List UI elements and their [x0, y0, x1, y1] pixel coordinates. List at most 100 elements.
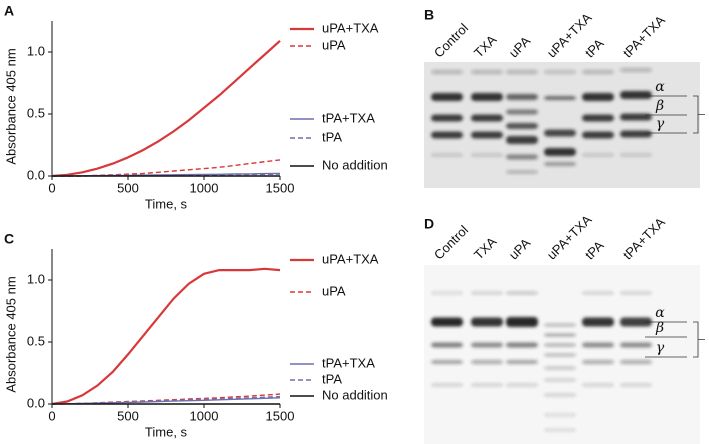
gel-band — [431, 342, 463, 348]
gel-band — [620, 342, 652, 348]
data-line — [52, 159, 281, 177]
gel-band — [431, 153, 463, 157]
gel-band — [582, 93, 614, 101]
panel-letter: D — [424, 216, 434, 232]
gel-band — [544, 70, 576, 74]
gel-band — [471, 317, 503, 327]
gel-band — [431, 114, 463, 122]
gel-band — [620, 68, 652, 72]
gel-band — [506, 170, 538, 174]
gel-band — [620, 113, 652, 121]
x-tick-label: 0 — [48, 180, 55, 195]
x-tick-label: 1500 — [266, 180, 295, 195]
x-tick-label: 1000 — [190, 180, 219, 195]
gel-band — [506, 94, 538, 100]
gel-band — [544, 343, 576, 347]
x-axis-label: Time, s — [145, 424, 188, 439]
legend-label: uPA — [322, 37, 346, 52]
legend-label: uPA+TXA — [322, 251, 379, 266]
legend-label: uPA — [322, 283, 346, 298]
gel-band — [506, 70, 538, 74]
gel-band — [471, 70, 503, 74]
gel-band — [544, 96, 576, 100]
gel-bands — [431, 291, 652, 432]
gel-band — [620, 91, 652, 99]
gel-band — [620, 317, 652, 327]
gel-band — [544, 129, 576, 137]
y-tick-label: 1.0 — [27, 271, 45, 286]
band-label: α — [655, 305, 665, 321]
y-tick-label: 0.0 — [27, 167, 45, 182]
gel-band — [544, 428, 576, 432]
gel-band — [471, 93, 503, 101]
gel-band — [471, 383, 503, 387]
gel-band — [506, 317, 538, 327]
lane-label: TXA — [471, 32, 500, 61]
gel-band — [582, 131, 614, 139]
x-tick-label: 0 — [48, 408, 55, 423]
gel-band — [506, 291, 538, 295]
gel-band — [506, 383, 538, 387]
gel-band — [582, 342, 614, 348]
lane-label: Control — [431, 222, 471, 262]
gel-band — [471, 291, 503, 295]
legend-label: No addition — [322, 157, 388, 172]
band-bracket — [693, 321, 705, 358]
lane-label: tPA — [582, 36, 607, 61]
gel-band — [620, 360, 652, 364]
legend-label: No addition — [322, 387, 388, 402]
gel-band — [506, 109, 538, 115]
gel-band — [431, 70, 463, 74]
y-axis-label: Absorbance 405 nm — [3, 48, 18, 164]
x-tick-label: 1500 — [266, 408, 295, 423]
gel-band — [471, 114, 503, 122]
gel-band — [471, 360, 503, 364]
band-label: γ — [656, 340, 665, 356]
gel-image — [424, 62, 700, 188]
band-label: β — [655, 98, 664, 114]
gel-band — [544, 378, 576, 382]
gel-band — [582, 360, 614, 364]
x-tick-label: 1000 — [190, 408, 219, 423]
gel-band — [544, 333, 576, 337]
legend-label: tPA+TXA — [322, 355, 375, 370]
gel-band — [582, 291, 614, 295]
gel-band — [620, 130, 652, 138]
data-line — [52, 173, 281, 177]
gel-band — [506, 342, 538, 348]
panel-letter: A — [4, 3, 14, 19]
gel-bands — [431, 68, 652, 174]
gel-band — [506, 154, 538, 160]
legend-label: tPA — [322, 371, 342, 386]
gel-band — [471, 131, 503, 139]
gel-band — [544, 393, 576, 397]
gel-band — [431, 93, 463, 101]
gel-band — [620, 291, 652, 295]
band-label: β — [655, 320, 664, 336]
legend-label: tPA+TXA — [322, 110, 375, 125]
gel-band — [471, 342, 503, 348]
band-label: α — [655, 79, 665, 95]
gel-band — [544, 162, 576, 166]
gel-band — [544, 353, 576, 357]
data-line — [51, 395, 281, 405]
legend-label: tPA — [322, 129, 342, 144]
data-line — [51, 39, 281, 178]
panel-letter: C — [4, 231, 14, 247]
gel-band — [431, 131, 463, 139]
gel-band — [582, 317, 614, 327]
gel-band — [544, 366, 576, 370]
lane-label: uPA — [506, 235, 534, 263]
x-tick-label: 500 — [117, 408, 139, 423]
x-tick-label: 500 — [117, 180, 139, 195]
y-axis-label: Absorbance 405 nm — [3, 276, 18, 392]
lane-label: tPA+TXA — [620, 214, 668, 262]
y-tick-label: 0.5 — [27, 105, 45, 120]
lane-label: tPA — [582, 238, 607, 263]
y-tick-label: 0.5 — [27, 333, 45, 348]
gel-band — [582, 153, 614, 157]
gel-band — [431, 383, 463, 387]
lane-label: uPA — [506, 33, 534, 61]
lane-label: Control — [431, 20, 471, 60]
band-label: γ — [656, 116, 665, 132]
